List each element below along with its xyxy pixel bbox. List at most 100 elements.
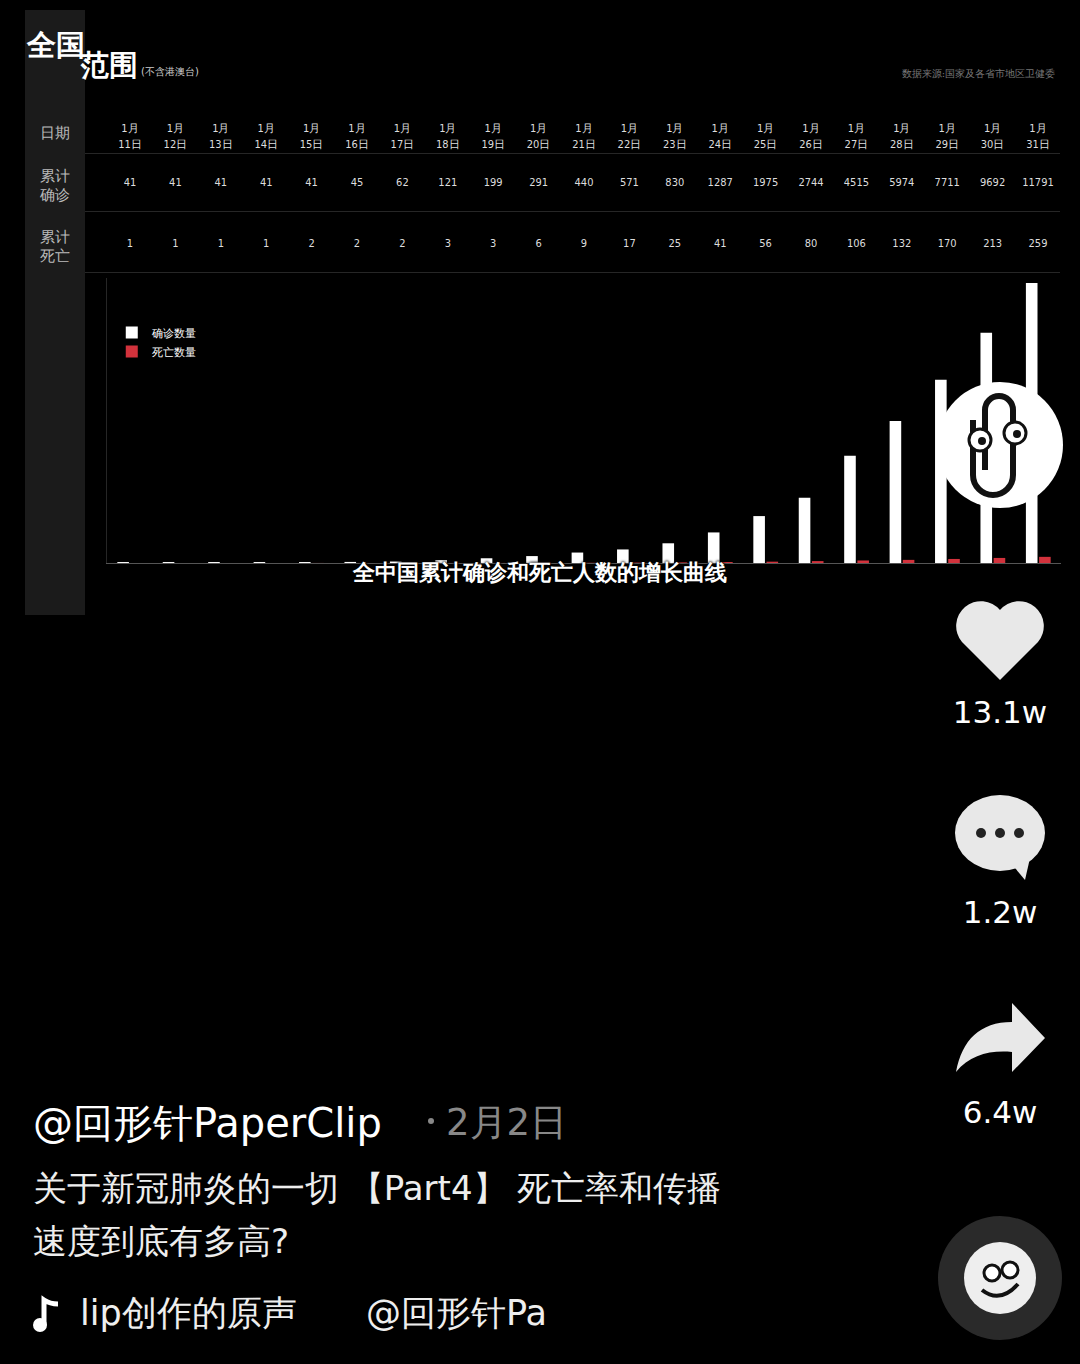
html-text:速度到底有多高?: 速度到底有多高?	[33, 1221, 289, 1261]
html-text:累计死亡: 累计死亡	[40, 228, 70, 265]
html-text:1月: 1月	[711, 122, 729, 135]
html-text:132: 132	[892, 237, 912, 250]
html-text:45: 45	[350, 176, 364, 189]
html-text:lip创作的原声: lip创作的原声	[80, 1293, 297, 1333]
html-text:1287: 1287	[707, 176, 733, 189]
html-text:@回形针Pa: @回形针Pa	[366, 1293, 547, 1333]
html-text:41: 41	[123, 176, 137, 189]
html-text:106: 106	[846, 237, 866, 250]
html-text:1月: 1月	[121, 122, 139, 135]
html-text:4515: 4515	[843, 176, 869, 189]
html-text:16日: 16日	[345, 138, 369, 151]
svg-text:死亡数量: 死亡数量	[152, 346, 196, 359]
html-text:62: 62	[396, 176, 409, 189]
html-text:23日: 23日	[663, 138, 687, 151]
html-text:11791: 11791	[1022, 176, 1054, 189]
html-text:21日: 21日	[572, 138, 596, 151]
html-text:830: 830	[665, 176, 685, 189]
html-text:1月: 1月	[439, 122, 457, 135]
html-text:22日: 22日	[617, 138, 642, 151]
html-text:26日: 26日	[799, 138, 823, 151]
html-text:关于新冠肺炎的一切 【Part4】 死亡率和传播: 关于新冠肺炎的一切 【Part4】 死亡率和传播	[33, 1168, 722, 1208]
html-text:31日: 31日	[1026, 138, 1050, 151]
html-text:1月: 1月	[666, 122, 684, 135]
html-text:28日: 28日	[890, 138, 914, 151]
html-text:41: 41	[259, 176, 273, 189]
html-text:17日: 17日	[390, 138, 415, 151]
html-text:1月: 1月	[166, 122, 184, 135]
html-text:7711: 7711	[934, 176, 960, 189]
html-text:数据来源:国家及各省市地区卫健委: 数据来源:国家及各省市地区卫健委	[901, 68, 1055, 79]
html-text:1月: 1月	[393, 122, 411, 135]
html-text:15日: 15日	[299, 138, 324, 151]
html-text:27日: 27日	[844, 138, 869, 151]
html-text:1月: 1月	[529, 122, 548, 135]
html-text:累计确诊: 累计确诊	[40, 167, 70, 204]
html-text:11日: 11日	[118, 138, 142, 151]
html-text:1: 1	[217, 237, 224, 250]
html-text:121: 121	[438, 176, 458, 189]
html-text:1月: 1月	[620, 122, 638, 135]
html-text:1月: 1月	[257, 122, 275, 135]
html-text:1月: 1月	[938, 122, 956, 135]
html-text:25: 25	[668, 237, 682, 250]
html-text:日期: 日期	[40, 124, 70, 142]
html-text:17: 17	[623, 237, 636, 250]
html-text:12日: 12日	[163, 138, 188, 151]
html-text:2月2日: 2月2日	[446, 1101, 568, 1144]
html-text:14日: 14日	[254, 138, 278, 151]
html-text:1975: 1975	[753, 176, 779, 189]
html-text:170: 170	[937, 237, 957, 250]
html-text:1.2w: 1.2w	[962, 894, 1038, 930]
html-text:30日: 30日	[980, 138, 1005, 151]
html-text:259: 259	[1028, 237, 1048, 250]
html-text:291: 291	[529, 176, 548, 189]
html-text:25日: 25日	[753, 138, 778, 151]
html-text:1月: 1月	[575, 122, 593, 135]
html-text:199: 199	[483, 176, 503, 189]
html-text:1月: 1月	[212, 122, 230, 135]
html-text:2: 2	[399, 237, 406, 250]
html-text:6.4w: 6.4w	[962, 1094, 1038, 1130]
html-text:1月: 1月	[348, 122, 366, 135]
html-text:2: 2	[353, 237, 361, 250]
html-text:2744: 2744	[798, 176, 824, 189]
html-text:范围: 范围	[80, 48, 138, 82]
svg-text:确诊数量: 确诊数量	[151, 327, 196, 340]
html-text:13.1w: 13.1w	[952, 694, 1048, 730]
html-text:20日: 20日	[526, 138, 551, 151]
html-text:5974: 5974	[889, 176, 915, 189]
html-text:41: 41	[169, 176, 182, 189]
html-text:41: 41	[214, 176, 228, 189]
html-text:(不含港澳台): (不含港澳台)	[141, 66, 199, 77]
html-text:@回形针PaperClip: @回形针PaperClip	[33, 1100, 382, 1146]
html-text:41: 41	[713, 237, 727, 250]
html-text:1月: 1月	[847, 122, 865, 135]
html-text:9692: 9692	[980, 176, 1006, 189]
html-text:1月: 1月	[983, 122, 1002, 135]
html-text:2: 2	[308, 237, 315, 250]
html-text:1月: 1月	[302, 122, 321, 135]
html-text:440: 440	[574, 176, 594, 189]
html-text:571: 571	[619, 176, 639, 189]
html-text:9: 9	[580, 237, 588, 250]
html-text:1月: 1月	[893, 122, 911, 135]
html-text:1: 1	[172, 237, 179, 250]
html-text:1: 1	[126, 237, 134, 250]
html-text:24日: 24日	[708, 138, 732, 151]
html-text:29日: 29日	[935, 138, 959, 151]
html-text:1: 1	[263, 237, 270, 250]
html-text:全国: 全国	[27, 28, 85, 62]
html-text:1月: 1月	[802, 122, 820, 135]
html-text:全中国累计确诊和死亡人数的增长曲线: 全中国累计确诊和死亡人数的增长曲线	[353, 560, 727, 585]
html-text:80: 80	[804, 237, 818, 250]
html-text:1月: 1月	[756, 122, 775, 135]
html-text:56: 56	[759, 237, 772, 250]
html-text:41: 41	[305, 176, 318, 189]
html-text:18日: 18日	[436, 138, 460, 151]
html-text:13日: 13日	[209, 138, 233, 151]
html-text:1月: 1月	[484, 122, 502, 135]
html-text:1月: 1月	[1029, 122, 1047, 135]
html-text:19日: 19日	[481, 138, 505, 151]
html-text:213: 213	[983, 237, 1002, 250]
